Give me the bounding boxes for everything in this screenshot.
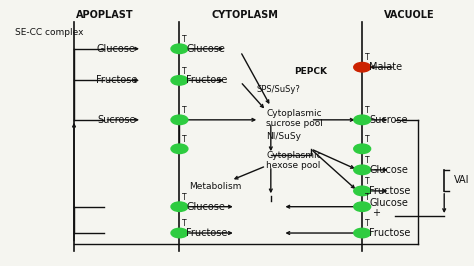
Text: T: T (182, 67, 186, 76)
Text: T: T (365, 106, 369, 115)
Text: T: T (182, 193, 186, 202)
Circle shape (354, 165, 371, 174)
Text: Glucose: Glucose (186, 202, 225, 212)
Text: T: T (365, 53, 369, 63)
Circle shape (354, 186, 371, 196)
Text: Cytoplasmic: Cytoplasmic (266, 151, 322, 160)
Circle shape (354, 63, 371, 72)
Text: Glucose: Glucose (369, 165, 408, 175)
Circle shape (171, 115, 188, 124)
Circle shape (354, 202, 371, 211)
Text: Glucose: Glucose (97, 44, 136, 54)
Text: Fructose: Fructose (95, 75, 137, 85)
Text: VAI: VAI (454, 175, 469, 185)
Text: T: T (182, 106, 186, 115)
Text: SE-CC complex: SE-CC complex (16, 28, 84, 38)
Text: Fructose: Fructose (369, 186, 410, 196)
Text: T: T (365, 135, 369, 144)
Text: NI/SuSy: NI/SuSy (266, 132, 301, 142)
Text: hexose pool: hexose pool (266, 161, 320, 171)
Text: Glucose: Glucose (369, 198, 408, 208)
Circle shape (171, 76, 188, 85)
Text: Sucrose: Sucrose (369, 115, 408, 125)
Text: Malate: Malate (369, 62, 402, 72)
Text: T: T (182, 35, 186, 44)
Text: Fructose: Fructose (369, 228, 410, 238)
Text: T: T (365, 219, 369, 228)
Text: Metabolism: Metabolism (189, 182, 241, 192)
Text: T: T (182, 135, 186, 144)
Circle shape (171, 144, 188, 153)
Text: Glucose: Glucose (186, 44, 225, 54)
Text: Fructose: Fructose (186, 228, 228, 238)
Text: +: + (372, 208, 380, 218)
Text: T: T (365, 156, 369, 165)
Text: PEPCK: PEPCK (294, 67, 327, 76)
Circle shape (354, 228, 371, 238)
Text: Fructose: Fructose (186, 75, 228, 85)
Text: CYTOPLASM: CYTOPLASM (211, 10, 279, 19)
Circle shape (171, 202, 188, 211)
Text: VACUOLE: VACUOLE (384, 10, 434, 19)
Text: SPS/SuSy?: SPS/SuSy? (257, 85, 301, 94)
Text: T: T (365, 193, 369, 202)
Text: Cytoplasmic: Cytoplasmic (266, 109, 322, 118)
Text: T: T (365, 177, 369, 186)
Circle shape (171, 228, 188, 238)
Circle shape (171, 44, 188, 53)
Text: T: T (182, 219, 186, 228)
Text: Sucrose: Sucrose (97, 115, 136, 125)
Circle shape (354, 115, 371, 124)
Circle shape (354, 144, 371, 153)
Text: APOPLAST: APOPLAST (76, 10, 133, 19)
Text: sucrose pool: sucrose pool (266, 119, 323, 128)
